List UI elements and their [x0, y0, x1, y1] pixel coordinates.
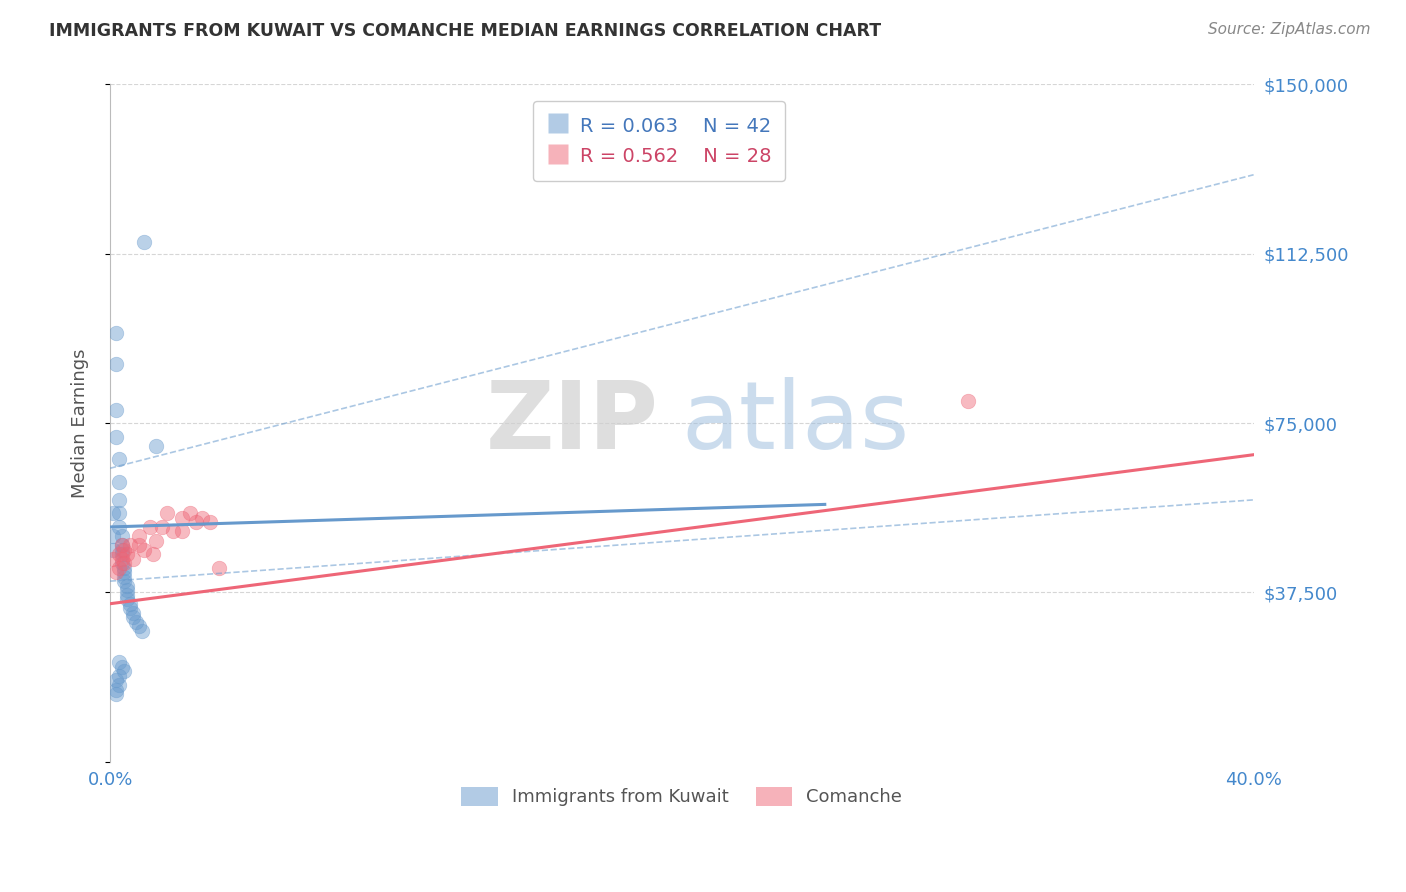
Point: [107, 656, 129, 670]
Point: [142, 547, 165, 561]
Point: [107, 678, 129, 692]
Text: Source: ZipAtlas.com: Source: ZipAtlas.com: [1208, 22, 1371, 37]
Y-axis label: Median Earnings: Median Earnings: [72, 349, 89, 498]
Point: [104, 326, 127, 340]
Point: [145, 439, 167, 453]
Point: [128, 529, 150, 543]
Point: [139, 520, 162, 534]
Point: [208, 560, 231, 574]
Point: [104, 682, 127, 697]
Point: [112, 565, 135, 579]
Point: [104, 402, 127, 417]
Point: [112, 665, 135, 679]
Point: [112, 569, 135, 583]
Point: [112, 556, 135, 570]
Point: [198, 516, 221, 530]
Point: [179, 507, 201, 521]
Point: [131, 624, 153, 638]
Point: [104, 430, 127, 444]
Point: [170, 511, 193, 525]
Point: [134, 235, 156, 250]
Point: [115, 579, 138, 593]
Point: [122, 551, 145, 566]
Point: [110, 538, 132, 552]
Text: atlas: atlas: [682, 377, 910, 469]
Point: [120, 538, 142, 552]
Point: [128, 619, 150, 633]
Point: [112, 560, 135, 574]
Point: [104, 687, 127, 701]
Point: [110, 556, 132, 570]
Point: [112, 542, 135, 557]
Point: [115, 588, 138, 602]
Point: [170, 524, 193, 539]
Point: [122, 606, 145, 620]
Point: [110, 529, 132, 543]
Point: [125, 615, 148, 629]
Point: [115, 547, 138, 561]
Point: [110, 538, 132, 552]
Point: [112, 574, 135, 589]
Point: [107, 669, 129, 683]
Text: IMMIGRANTS FROM KUWAIT VS COMANCHE MEDIAN EARNINGS CORRELATION CHART: IMMIGRANTS FROM KUWAIT VS COMANCHE MEDIA…: [49, 22, 882, 40]
Point: [101, 529, 124, 543]
Point: [110, 660, 132, 674]
Point: [156, 507, 179, 521]
Point: [110, 547, 132, 561]
Point: [104, 673, 127, 688]
Point: [107, 475, 129, 489]
Point: [184, 516, 207, 530]
Point: [110, 551, 132, 566]
Text: ZIP: ZIP: [486, 377, 659, 469]
Point: [145, 533, 167, 548]
Point: [107, 547, 129, 561]
Legend: Immigrants from Kuwait, Comanche: Immigrants from Kuwait, Comanche: [454, 780, 910, 814]
Point: [956, 393, 979, 408]
Point: [107, 560, 129, 574]
Point: [101, 542, 124, 557]
Point: [101, 551, 124, 566]
Point: [122, 610, 145, 624]
Point: [115, 592, 138, 607]
Point: [115, 583, 138, 598]
Point: [120, 601, 142, 615]
Point: [107, 452, 129, 467]
Point: [107, 492, 129, 507]
Point: [110, 542, 132, 557]
Point: [104, 565, 127, 579]
Point: [107, 507, 129, 521]
Point: [128, 538, 150, 552]
Point: [134, 542, 156, 557]
Point: [107, 520, 129, 534]
Point: [150, 520, 173, 534]
Point: [190, 511, 212, 525]
Point: [162, 524, 184, 539]
Point: [104, 358, 127, 372]
Point: [120, 597, 142, 611]
Point: [101, 507, 124, 521]
